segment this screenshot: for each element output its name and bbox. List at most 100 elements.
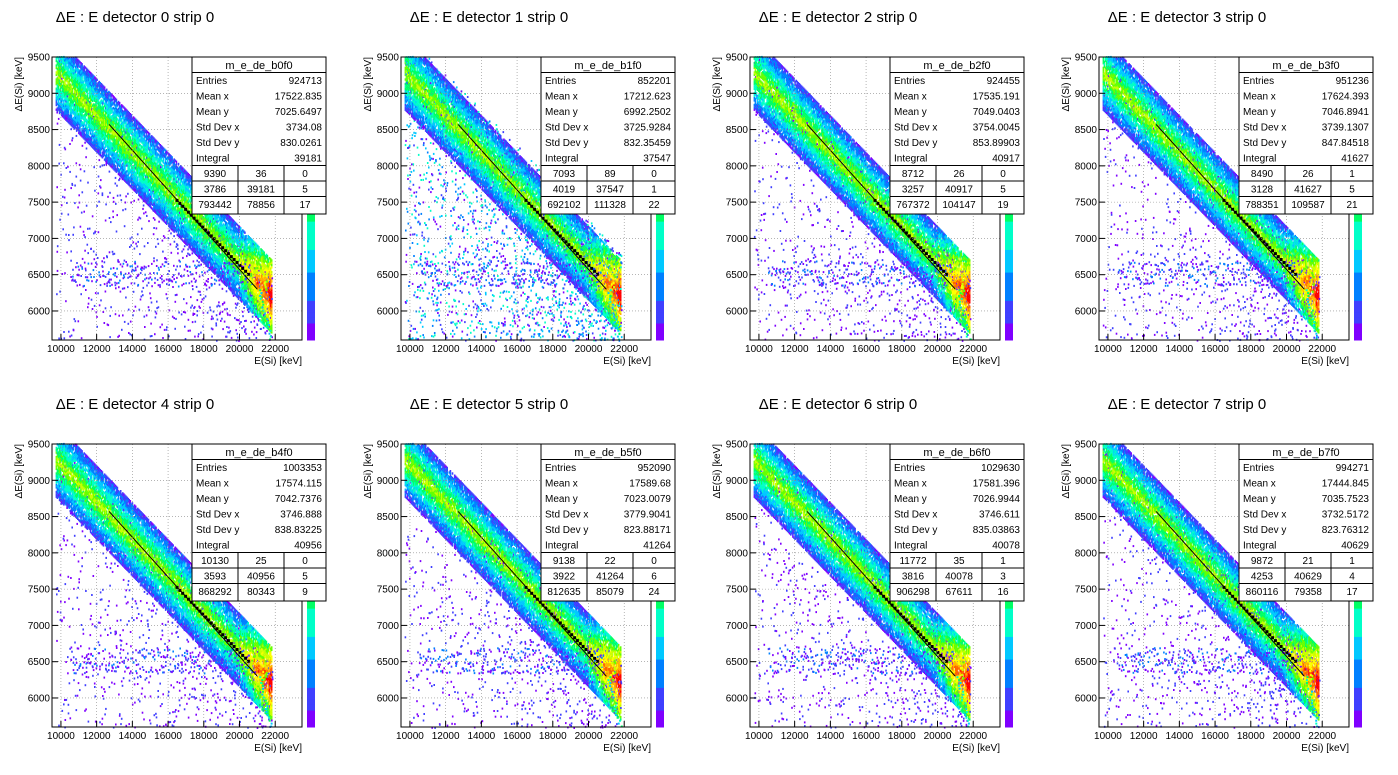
heat-cell bbox=[160, 145, 163, 148]
heat-cell bbox=[80, 75, 82, 79]
heat-cell bbox=[72, 123, 75, 127]
heat-cell bbox=[185, 182, 187, 185]
heat-cell bbox=[89, 141, 92, 144]
heat-cell bbox=[114, 157, 117, 161]
heat-cell bbox=[88, 135, 91, 139]
heat-cell bbox=[95, 144, 97, 148]
heat-cell bbox=[104, 99, 107, 102]
heat-cell bbox=[143, 199, 145, 202]
heat-cell bbox=[180, 166, 183, 169]
heat-cell bbox=[64, 61, 66, 64]
heat-cell bbox=[127, 120, 129, 123]
heat-cell bbox=[150, 149, 153, 152]
heat-cell bbox=[80, 117, 82, 121]
heat-cell bbox=[152, 178, 154, 181]
heat-cell bbox=[85, 111, 88, 114]
heat-cell bbox=[187, 242, 189, 245]
heat-cell bbox=[118, 157, 121, 160]
heat-cell bbox=[170, 176, 172, 179]
heat-cell bbox=[73, 94, 76, 98]
heat-cell bbox=[103, 114, 106, 117]
heat-cell bbox=[178, 217, 181, 220]
heat-cell bbox=[198, 257, 201, 260]
heat-cell bbox=[128, 121, 130, 124]
heat-cell bbox=[124, 142, 126, 145]
heat-cell bbox=[171, 158, 173, 161]
heat-cell bbox=[109, 94, 111, 97]
heat-cell bbox=[128, 183, 130, 187]
heat-cell bbox=[67, 58, 69, 61]
heat-cell bbox=[72, 110, 75, 113]
heat-cell bbox=[82, 106, 84, 109]
heat-cell bbox=[86, 131, 89, 134]
heat-cell bbox=[164, 236, 166, 239]
heat-cell bbox=[127, 140, 129, 144]
heat-cell bbox=[182, 232, 184, 235]
heat-cell bbox=[88, 124, 91, 127]
heat-cell bbox=[218, 256, 220, 259]
heat-cell bbox=[140, 182, 142, 185]
heat-cell bbox=[172, 180, 174, 183]
heat-cell bbox=[179, 172, 182, 175]
heat-cell bbox=[129, 117, 132, 120]
heat-cell bbox=[95, 117, 97, 120]
heat-cell bbox=[78, 78, 80, 81]
heat-cell bbox=[154, 147, 156, 151]
heat-cell bbox=[157, 146, 159, 149]
heat-cell bbox=[184, 188, 186, 191]
heat-cell bbox=[55, 59, 58, 63]
heat-cell bbox=[67, 71, 69, 75]
heat-cell bbox=[164, 214, 167, 217]
heat-cell bbox=[68, 91, 70, 94]
heat-cell bbox=[128, 172, 130, 175]
heat-cell bbox=[107, 119, 109, 123]
heat-cell bbox=[193, 221, 196, 224]
heat-cell bbox=[140, 168, 142, 171]
heat-cell bbox=[170, 178, 172, 181]
heat-cell bbox=[160, 170, 163, 173]
heat-cell bbox=[155, 188, 157, 191]
heat-cell bbox=[86, 122, 89, 125]
heat-cell bbox=[162, 191, 165, 194]
heat-cell bbox=[105, 158, 108, 161]
heat-cell bbox=[70, 334, 73, 337]
heat-cell bbox=[56, 109, 59, 112]
heat-cell bbox=[192, 238, 195, 242]
heat-cell bbox=[130, 244, 132, 247]
heat-cell bbox=[93, 142, 95, 145]
heat-cell bbox=[164, 184, 167, 187]
heat-cell bbox=[88, 105, 91, 109]
heat-cell bbox=[90, 96, 93, 99]
heat-cell bbox=[220, 258, 223, 261]
heat-cell bbox=[90, 248, 92, 250]
heat-cell bbox=[202, 258, 204, 261]
heat-cell bbox=[178, 233, 181, 236]
heat-cell bbox=[188, 190, 190, 193]
heat-cell bbox=[56, 111, 58, 114]
heat-cell bbox=[88, 121, 91, 125]
heat-cell bbox=[138, 193, 140, 197]
heat-cell bbox=[170, 203, 172, 207]
heat-cell bbox=[195, 242, 198, 245]
heat-cell bbox=[180, 208, 183, 211]
heat-cell bbox=[147, 145, 150, 149]
heat-cell bbox=[113, 110, 115, 113]
heat-cell bbox=[183, 184, 185, 187]
heat-cell bbox=[116, 134, 119, 137]
heat-cell bbox=[167, 278, 170, 281]
heat-cell bbox=[107, 94, 109, 97]
heat-cell bbox=[188, 243, 191, 246]
heat-cell bbox=[68, 239, 70, 242]
heat-cell bbox=[94, 104, 96, 107]
heat-cell bbox=[104, 92, 107, 95]
heat-cell bbox=[66, 91, 68, 95]
heat-cell bbox=[203, 217, 205, 220]
heat-cell bbox=[158, 173, 160, 176]
heat-cell bbox=[96, 143, 98, 146]
heat-cell bbox=[56, 70, 59, 73]
heat-cell bbox=[174, 212, 177, 216]
heat-cell bbox=[141, 134, 143, 137]
heat-cell bbox=[68, 89, 70, 92]
heat-cell bbox=[174, 192, 177, 195]
heat-cell bbox=[97, 135, 99, 138]
